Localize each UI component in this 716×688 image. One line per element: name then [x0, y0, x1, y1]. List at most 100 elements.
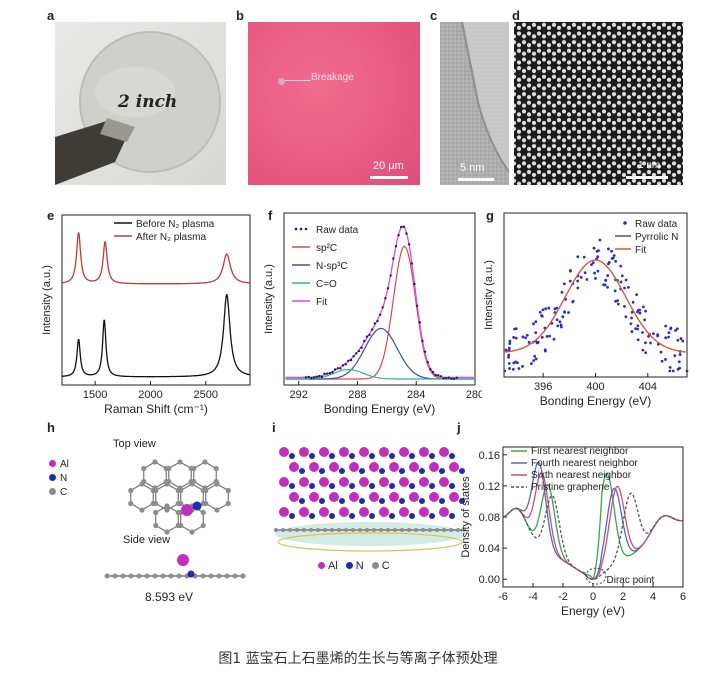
raw-data-point — [360, 346, 363, 349]
raw-data-point — [561, 315, 565, 319]
x-axis-label: Bonding Energy (eV) — [540, 394, 651, 408]
xps-n1s-chart: 396 400 404 Raw data Pyrrolic N Fit Bonding En… — [483, 212, 689, 408]
nitrogen-atom — [289, 483, 295, 489]
raw-data-point — [626, 285, 630, 289]
raw-data-point — [660, 359, 664, 363]
aluminum-atom — [439, 477, 449, 487]
aluminum-atom — [349, 492, 359, 502]
x-tick-label: -4 — [528, 591, 538, 603]
slab-structure — [274, 447, 466, 552]
raw-data-point — [651, 332, 655, 336]
aluminum-atom — [369, 462, 379, 472]
raw-data-point — [644, 309, 647, 313]
raw-data-point — [677, 360, 681, 364]
panel-label-h: h — [47, 420, 55, 435]
raw-data-point — [679, 337, 683, 340]
carbon-atom — [214, 507, 220, 513]
carbon-atom — [442, 528, 446, 532]
raw-data-point — [636, 310, 639, 314]
panel-label-b: b — [236, 8, 244, 23]
raw-data-point — [563, 310, 567, 314]
raw-data-point — [331, 371, 334, 374]
y-axis-label: Intensity (a.u.) — [483, 260, 495, 330]
carbon-atom — [200, 509, 206, 516]
raw-data-point — [341, 364, 345, 367]
raw-data-point — [603, 283, 607, 287]
legend-label: N-sp³C — [316, 261, 348, 272]
carbon-atom — [225, 487, 231, 494]
raw-data-point — [325, 372, 329, 375]
aluminum-atom — [379, 507, 389, 517]
carbon-atom — [358, 528, 362, 532]
carbon-atom — [128, 487, 134, 494]
raw-data-point — [527, 340, 531, 344]
aluminum-atom — [329, 492, 339, 502]
aluminum-atom — [319, 507, 329, 517]
breakage-annotation: Breakage — [311, 72, 354, 83]
atom-dot-icon — [371, 562, 379, 569]
raw-data-point — [681, 339, 685, 343]
legend-item: N — [49, 472, 69, 486]
aluminum-atom — [329, 462, 339, 472]
raw-data-point — [534, 320, 538, 324]
carbon-atom — [153, 487, 159, 494]
raw-data-point — [508, 339, 512, 343]
carbon-atom — [112, 573, 118, 579]
raw-data-point — [630, 316, 633, 320]
carbon-atom — [400, 528, 404, 532]
charge-density-contour — [277, 532, 463, 552]
raw-data-point — [623, 286, 626, 290]
carbon-atom — [316, 528, 320, 532]
top-view-label: Top view — [113, 438, 156, 450]
raw-data-point — [676, 338, 680, 342]
raw-data-point — [582, 255, 586, 259]
carbon-atom — [191, 465, 197, 472]
wafer-photo: 2 inch — [55, 22, 226, 185]
scale-bar-d — [626, 176, 668, 179]
carbon-atom — [449, 528, 453, 532]
nitrogen-atom — [289, 513, 295, 519]
raw-data-point — [426, 361, 429, 364]
aluminum-atom — [399, 477, 409, 487]
carbon-atom — [214, 481, 220, 487]
x-tick-label: 2500 — [194, 389, 218, 401]
raw-data-point — [636, 338, 640, 342]
x-tick-label: 2000 — [138, 389, 162, 401]
panel-label-e: e — [47, 208, 55, 223]
carbon-atom — [208, 573, 214, 579]
legend-swatch — [304, 227, 308, 231]
raw-data-point — [594, 277, 597, 280]
raw-data-point — [593, 271, 596, 275]
atom-dot-icon — [318, 562, 325, 569]
raw-data-point — [392, 257, 395, 260]
raw-data-point — [339, 367, 342, 370]
aluminum-atom — [299, 507, 309, 517]
carbon-atom — [139, 481, 145, 487]
aluminum-atom — [177, 554, 189, 566]
aluminum-atom — [449, 492, 459, 502]
raw-data-point — [429, 368, 432, 371]
raw-data-point — [455, 376, 458, 379]
legend-label: Pyrrolic N — [635, 232, 678, 243]
legend-label: Sixth nearest neighbor — [531, 470, 632, 481]
raw-data-point — [547, 306, 551, 310]
raw-data-point — [413, 282, 416, 286]
raw-data-point — [673, 354, 677, 358]
plot-frame — [61, 214, 251, 386]
nitrogen-atom — [187, 570, 195, 578]
raw-data-point — [394, 245, 398, 248]
raw-data-point — [644, 351, 648, 355]
legend-swatch — [623, 221, 627, 225]
nitrogen-atom — [309, 483, 315, 489]
raw-data-point — [534, 331, 538, 335]
raw-data-point — [641, 348, 645, 352]
aluminum-atom — [359, 477, 369, 487]
aluminum-atom — [279, 447, 289, 457]
aluminum-atom — [309, 492, 319, 502]
raw-data-point — [592, 246, 596, 250]
raw-data-point — [619, 264, 623, 268]
raw-data-point — [517, 367, 521, 370]
raw-data-point — [540, 314, 543, 317]
raw-data-point — [304, 376, 308, 379]
raw-data-point — [620, 274, 624, 278]
